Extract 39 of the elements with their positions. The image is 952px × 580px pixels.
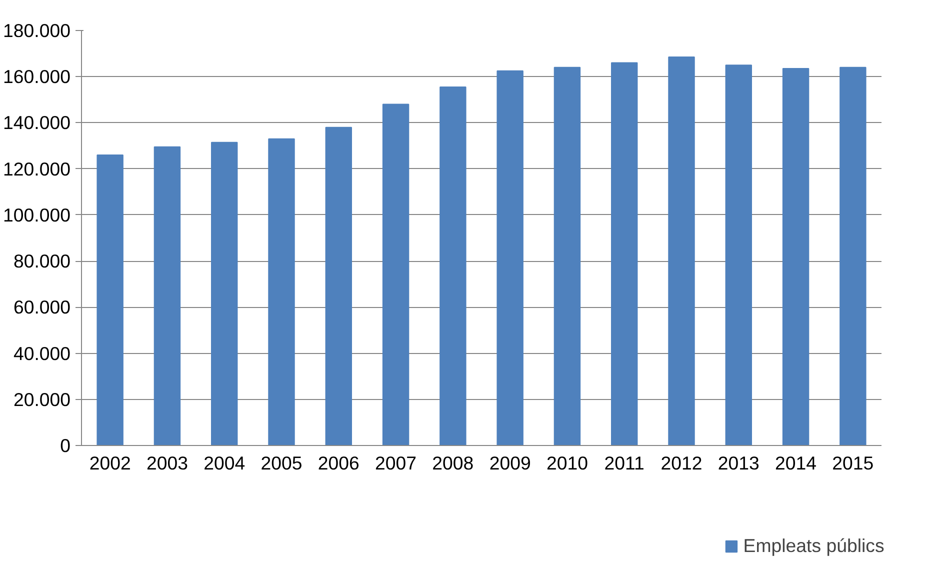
bar xyxy=(440,86,466,446)
x-tick-label: 2007 xyxy=(375,452,417,474)
bar xyxy=(211,142,238,446)
y-tick-label: 160.000 xyxy=(3,66,71,88)
bar xyxy=(782,68,810,446)
y-tick-label: 0 xyxy=(60,435,71,456)
y-tick-label: 180.000 xyxy=(3,20,71,41)
y-tick-label: 40.000 xyxy=(13,342,70,364)
x-tick-label: 2012 xyxy=(660,452,702,474)
bar xyxy=(611,62,638,446)
x-tick-label: 2005 xyxy=(260,452,302,474)
x-tick-label: 2009 xyxy=(489,452,531,474)
bar xyxy=(725,64,752,446)
y-tick-label: 80.000 xyxy=(13,250,70,272)
bar xyxy=(382,104,410,446)
bar xyxy=(268,138,295,446)
y-tick-label: 100.000 xyxy=(3,204,71,226)
bar xyxy=(154,146,181,446)
x-tick-label: 2015 xyxy=(832,452,874,474)
legend-label: Empleats públics xyxy=(743,535,884,557)
bar xyxy=(840,66,866,446)
x-tick-label: 2002 xyxy=(89,452,131,474)
y-tick-label: 140.000 xyxy=(3,112,71,134)
bar xyxy=(554,66,581,446)
bar xyxy=(325,126,352,446)
y-tick-label: 20.000 xyxy=(13,388,70,410)
y-tick-label: 120.000 xyxy=(3,158,71,180)
x-tick-label: 2013 xyxy=(718,452,760,474)
bar xyxy=(96,154,124,446)
y-tick-label: 60.000 xyxy=(13,296,70,318)
x-tick-label: 2003 xyxy=(146,452,188,474)
x-tick-label: 2006 xyxy=(318,452,360,474)
bar xyxy=(668,56,695,446)
x-tick-label: 2004 xyxy=(204,452,246,474)
x-tick-label: 2008 xyxy=(432,452,474,474)
x-tick-label: 2014 xyxy=(775,452,817,474)
x-tick-label: 2010 xyxy=(546,452,588,474)
x-tick-label: 2011 xyxy=(604,452,644,474)
bar xyxy=(496,70,524,446)
